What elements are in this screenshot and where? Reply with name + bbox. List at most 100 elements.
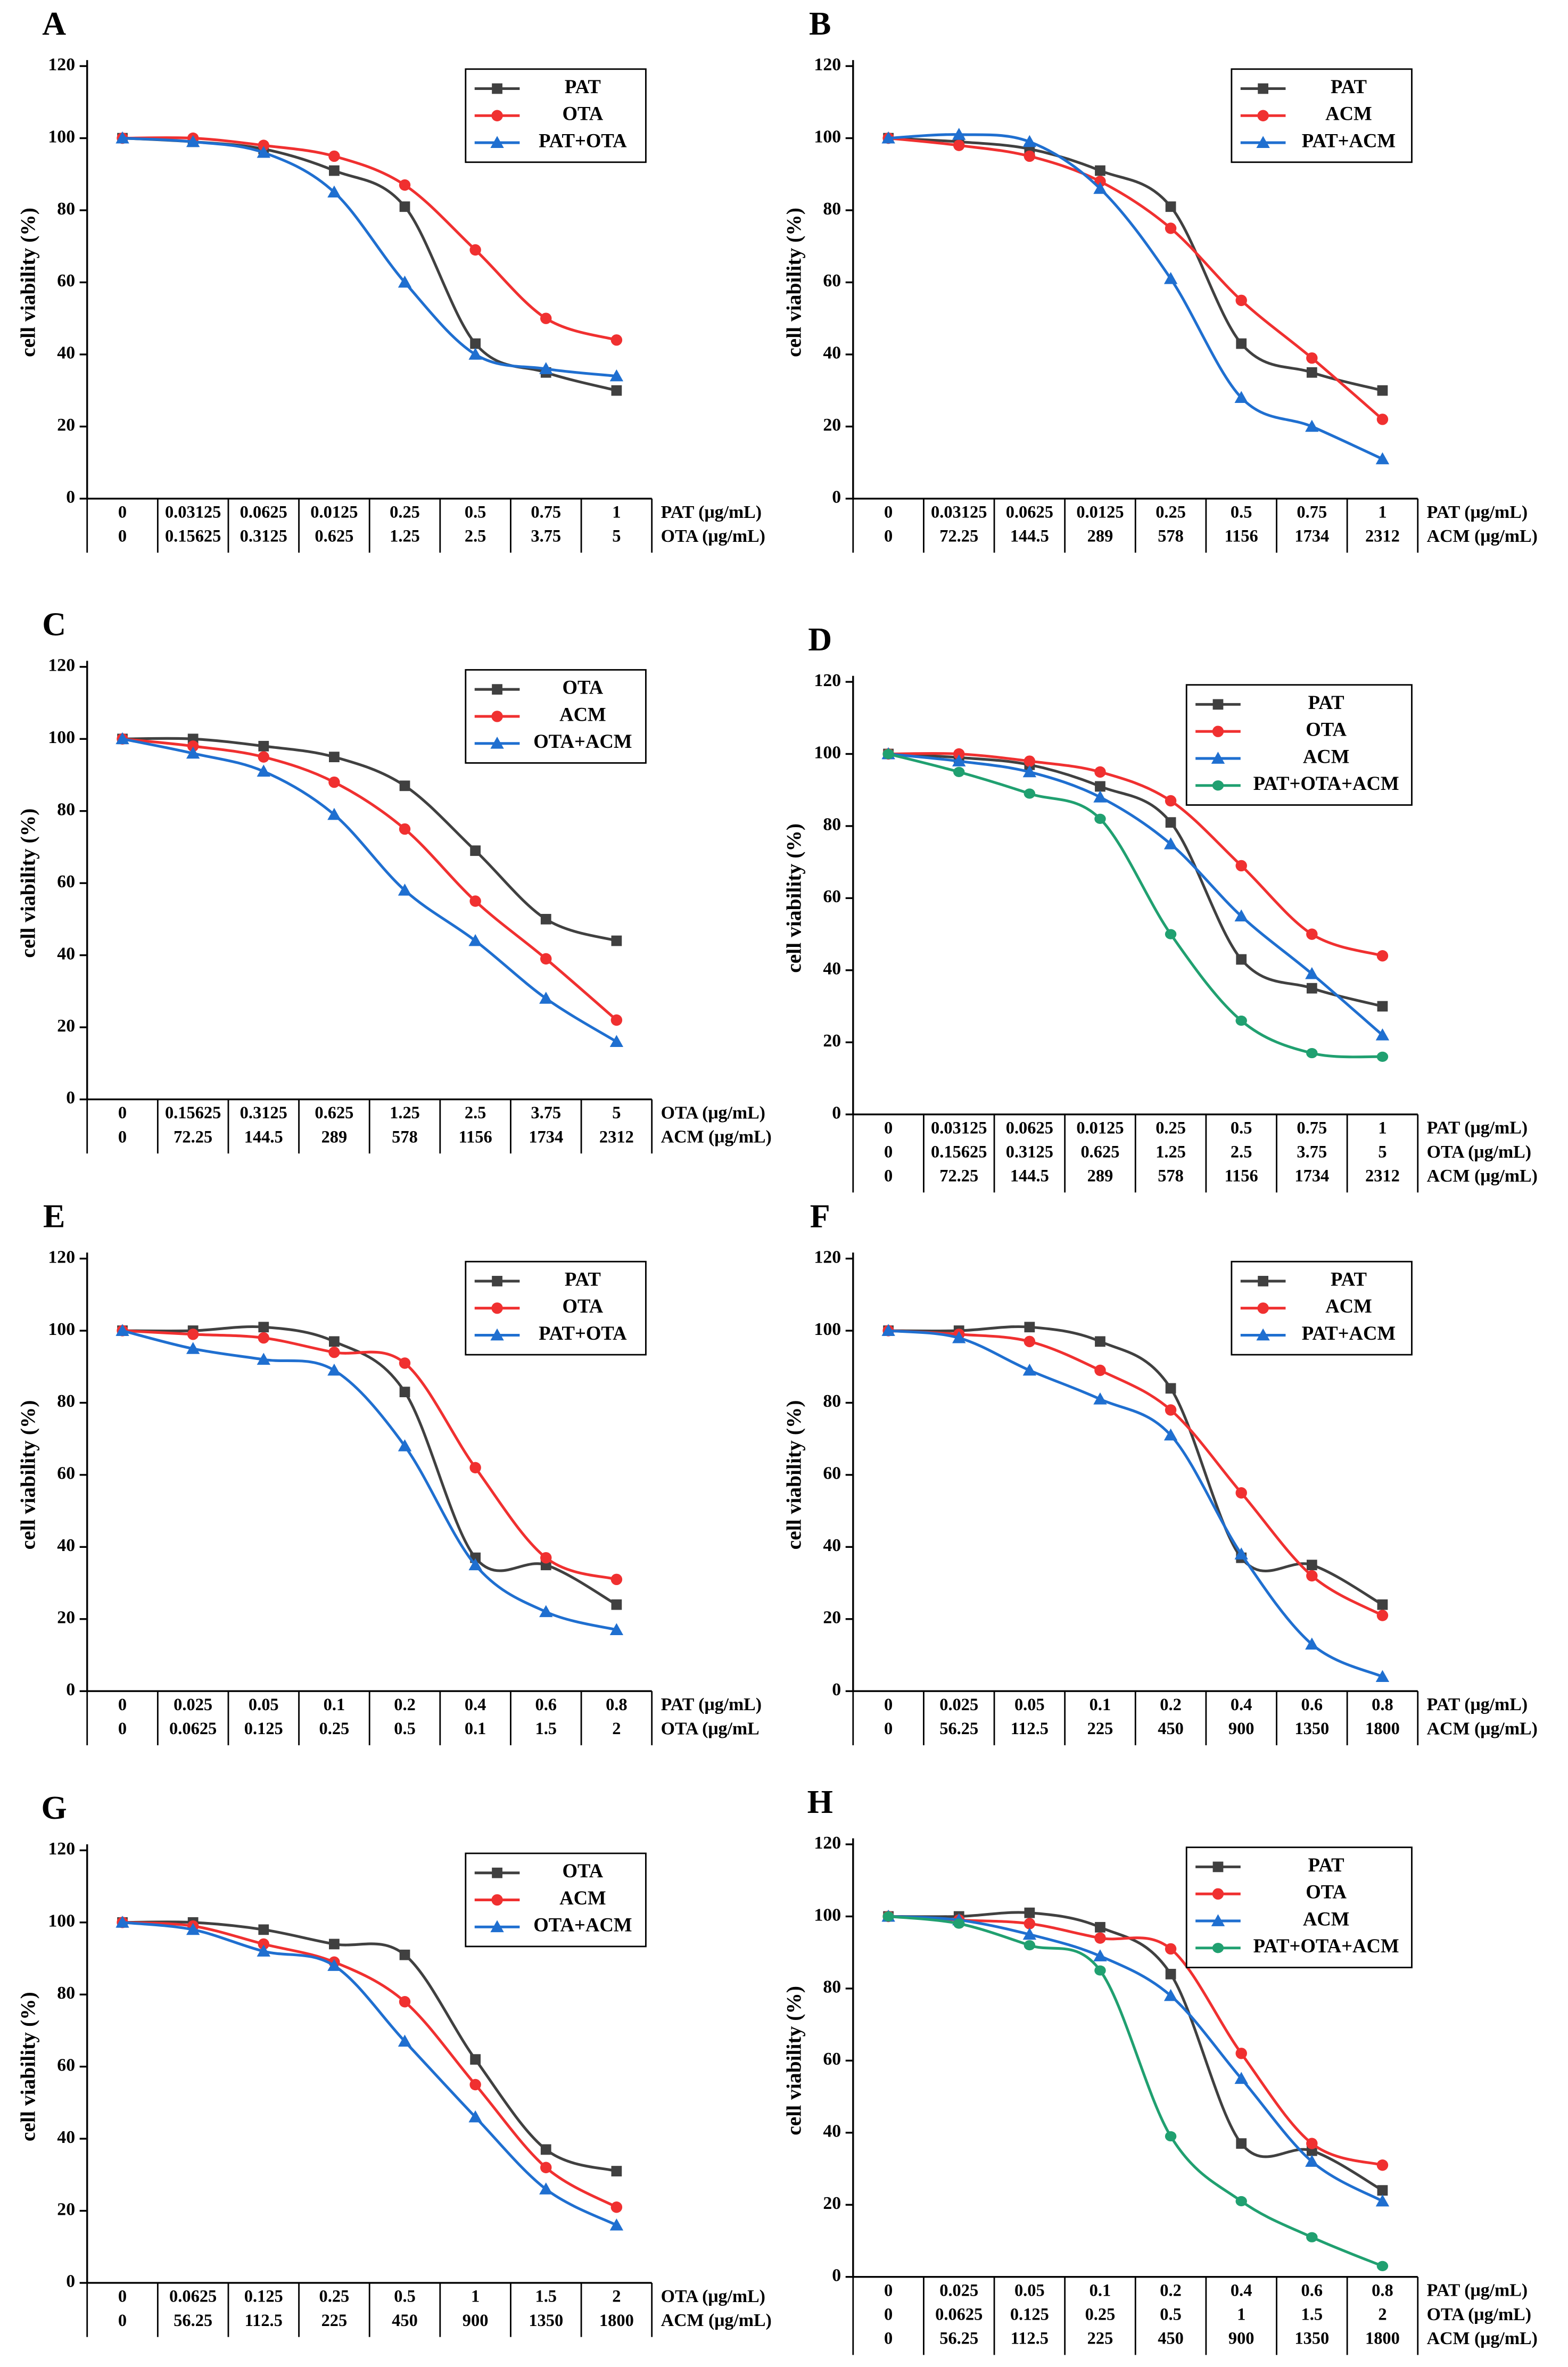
x-tick-label: 5 (1378, 1143, 1387, 1162)
x-tick-label: 0 (884, 1695, 893, 1714)
data-point (469, 895, 481, 907)
x-tick-label: 0.5 (394, 2287, 416, 2306)
data-point (1024, 1940, 1036, 1951)
data-point (1375, 2194, 1390, 2207)
y-tick-label: 40 (57, 944, 75, 963)
data-point (468, 348, 482, 360)
y-tick-label: 120 (48, 55, 75, 75)
data-point (329, 165, 340, 176)
y-tick-label: 120 (814, 1833, 841, 1853)
x-tick-label: 1156 (459, 1127, 492, 1147)
x-tick-label: 0.4 (1231, 2281, 1252, 2300)
data-point (328, 776, 340, 788)
panel-label: A (42, 6, 66, 42)
y-tick-label: 120 (814, 1247, 841, 1267)
x-tick-label: 0.0625 (240, 502, 287, 522)
x-tick-label: 0.2 (1160, 2281, 1182, 2300)
x-tick-label: 0 (118, 1695, 127, 1714)
fit-line (888, 1329, 1383, 1678)
x-tick-label: 0.15625 (931, 1143, 987, 1162)
data-point (398, 884, 412, 896)
data-point (1024, 1335, 1036, 1348)
data-point (328, 150, 340, 162)
x-tick-label: 1.25 (1156, 1143, 1186, 1162)
x-tick-label: 0.625 (1080, 1143, 1119, 1162)
x-tick-label: 0 (884, 502, 893, 522)
data-point (1306, 928, 1318, 940)
y-tick-label: 60 (57, 2055, 75, 2075)
legend-label: OTA (563, 677, 604, 698)
data-point (115, 1324, 129, 1336)
data-point (257, 1352, 270, 1365)
panel-label: F (810, 1198, 830, 1234)
legend-label: PAT (1308, 691, 1344, 713)
x-tick-label: 1.5 (535, 2287, 557, 2306)
fit-line (122, 737, 618, 1021)
y-tick-label: 0 (66, 488, 75, 507)
data-point (1163, 1428, 1178, 1441)
x-tick-label: 0.3125 (1006, 1143, 1053, 1162)
data-point (881, 131, 895, 144)
legend-label: ACM (1303, 1908, 1350, 1929)
data-point (1095, 1336, 1105, 1347)
data-point (1305, 2155, 1319, 2167)
x-tick-label: 0 (884, 1143, 893, 1162)
x-tick-label: 0.0625 (169, 1719, 217, 1738)
y-axis-label: cell viability (%) (782, 1986, 806, 2135)
data-point (1376, 2159, 1389, 2171)
x-tick-label: 0.0625 (935, 2305, 983, 2324)
data-point (1305, 1637, 1319, 1650)
legend-label: OTA+ACM (533, 730, 632, 752)
y-axis-label: cell viability (%) (16, 1400, 40, 1549)
x-tick-label: 0 (884, 2329, 893, 2348)
y-tick-label: 0 (832, 1103, 841, 1123)
x-tick-label: 0.025 (939, 1695, 978, 1714)
y-tick-label: 40 (57, 1536, 75, 1555)
x-tick-label: 900 (1228, 1719, 1255, 1738)
x-tick-label: 2.5 (1231, 1143, 1252, 1162)
y-tick-label: 100 (814, 1905, 841, 1925)
data-point (611, 2166, 622, 2176)
fit-line (122, 1325, 617, 1606)
x-tick-label: 112.5 (1011, 1719, 1049, 1738)
y-tick-label: 100 (814, 127, 841, 146)
x-tick-label: 5 (612, 527, 621, 546)
y-tick-label: 0 (832, 488, 841, 507)
data-point (539, 1605, 553, 1618)
fit-line (122, 1920, 617, 2173)
data-point (882, 748, 894, 760)
legend-marker (1256, 1328, 1270, 1341)
data-point (1094, 766, 1106, 778)
legend-label: OTA (563, 103, 604, 125)
data-point (1306, 2138, 1318, 2149)
y-tick-label: 40 (823, 1536, 841, 1555)
data-point (1022, 1363, 1037, 1376)
y-tick-label: 60 (823, 887, 841, 906)
x-tick-label: 3.75 (531, 527, 561, 546)
data-point (609, 1035, 624, 1048)
data-point (1165, 929, 1177, 939)
data-point (186, 746, 200, 759)
y-tick-label: 20 (823, 1608, 841, 1628)
fit-line (888, 133, 1383, 460)
data-point (609, 1623, 624, 1635)
data-point (327, 807, 341, 820)
x-tick-label: 2312 (1365, 1167, 1400, 1186)
data-point (1377, 385, 1388, 396)
data-point (186, 1923, 200, 1935)
x-row-label: OTA (μg/mL) (661, 526, 765, 546)
x-tick-label: 0.4 (1231, 1695, 1252, 1714)
x-tick-label: 0.8 (606, 1695, 628, 1714)
y-axis-label: cell viability (%) (782, 1400, 806, 1549)
legend-label: PAT (1331, 76, 1367, 97)
y-tick-label: 100 (48, 127, 75, 146)
data-point (1024, 788, 1036, 799)
x-row-label: ACM (μg/mL) (1427, 2329, 1538, 2348)
x-tick-label: 0.0625 (1006, 1118, 1053, 1137)
data-point (258, 139, 270, 151)
y-tick-label: 80 (57, 199, 75, 219)
